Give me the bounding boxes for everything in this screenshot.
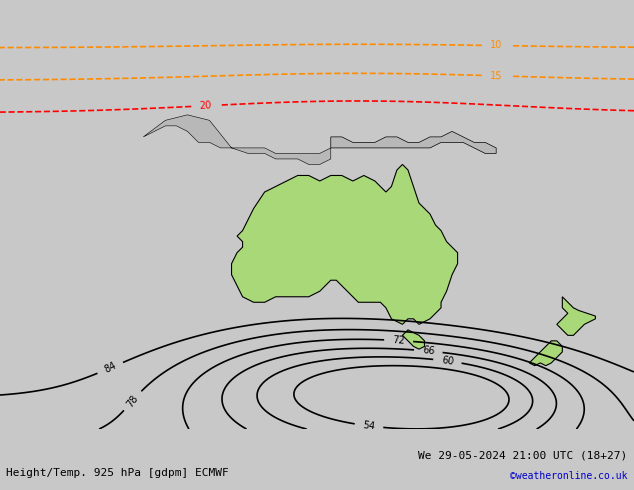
Polygon shape (143, 115, 331, 165)
Text: ©weatheronline.co.uk: ©weatheronline.co.uk (510, 471, 628, 481)
Text: Height/Temp. 925 hPa [gdpm] ECMWF: Height/Temp. 925 hPa [gdpm] ECMWF (6, 468, 229, 478)
Polygon shape (529, 341, 562, 366)
Polygon shape (231, 165, 458, 324)
Polygon shape (557, 297, 595, 335)
Text: 72: 72 (392, 335, 405, 346)
Text: 84: 84 (103, 361, 118, 375)
Text: 66: 66 (422, 345, 435, 357)
Text: We 29-05-2024 21:00 UTC (18+27): We 29-05-2024 21:00 UTC (18+27) (418, 451, 628, 461)
Text: 20: 20 (199, 100, 212, 111)
Text: 10: 10 (490, 41, 502, 50)
Polygon shape (403, 330, 425, 349)
Text: 60: 60 (441, 355, 454, 367)
Text: 54: 54 (362, 420, 376, 432)
Text: 15: 15 (490, 71, 503, 81)
Polygon shape (331, 131, 496, 153)
Text: 78: 78 (125, 393, 140, 409)
